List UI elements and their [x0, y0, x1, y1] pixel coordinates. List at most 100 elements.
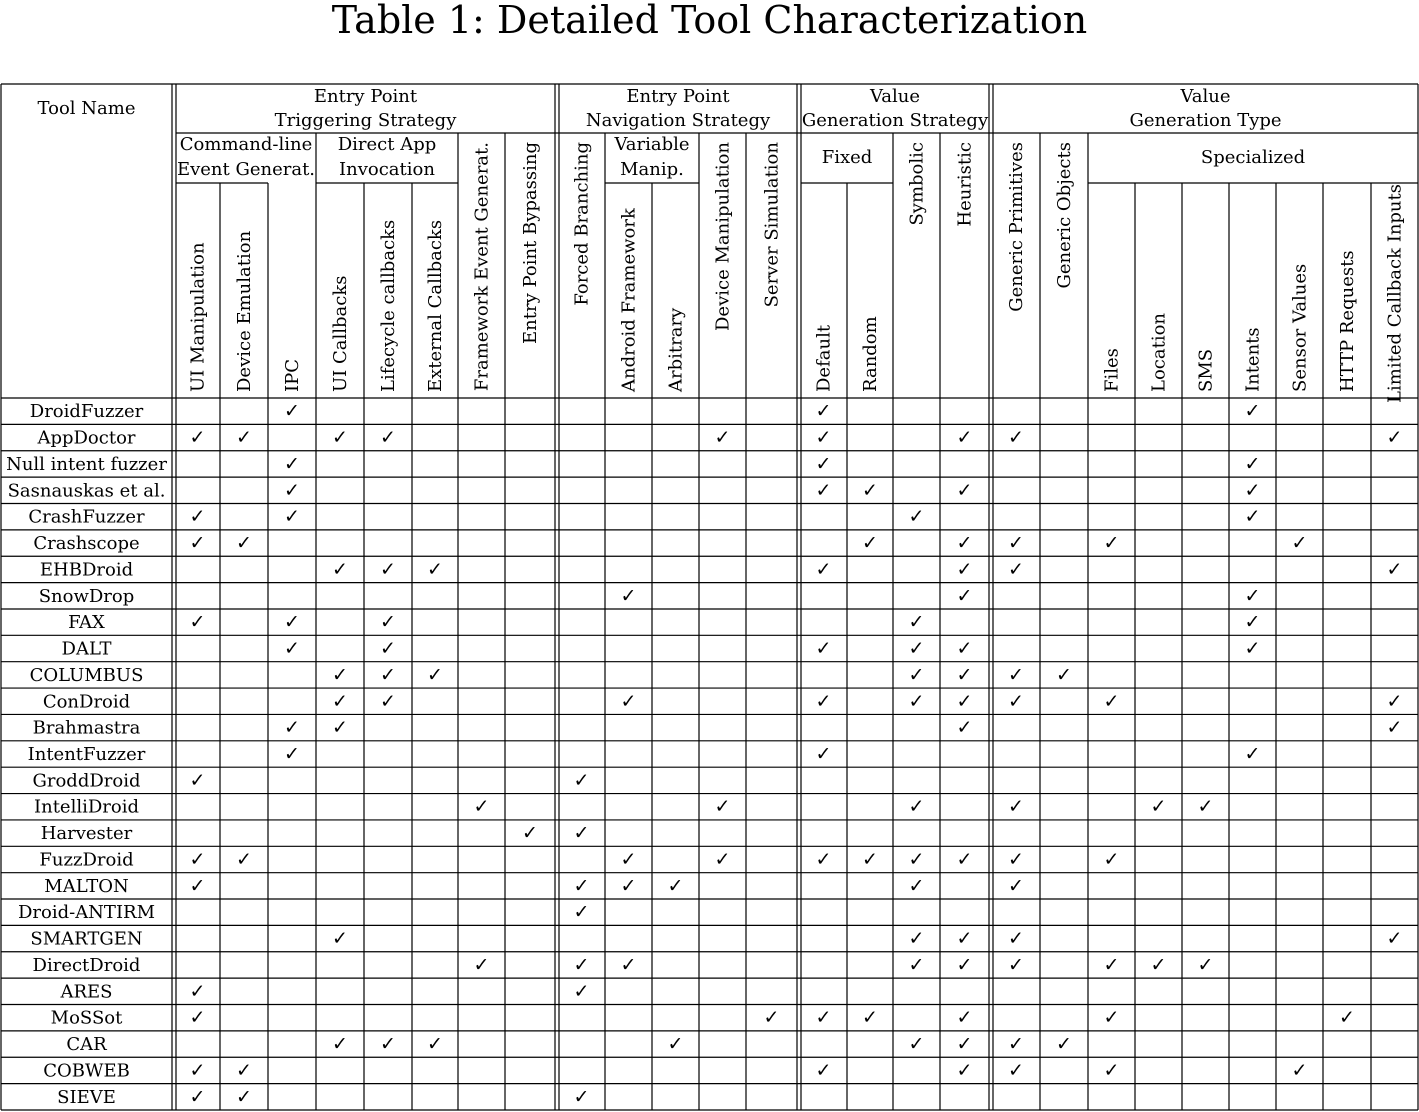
checkmark: ✓ — [621, 848, 637, 870]
checkmark: ✓ — [1245, 453, 1261, 475]
checkmark: ✓ — [816, 479, 832, 501]
checkmark: ✓ — [574, 875, 590, 897]
tool-name-cell: CAR — [66, 1034, 107, 1055]
checkmark: ✓ — [668, 1033, 684, 1055]
checkmark: ✓ — [236, 1086, 252, 1108]
checkmark: ✓ — [332, 717, 348, 739]
checkmark: ✓ — [816, 453, 832, 475]
checkmark: ✓ — [862, 532, 878, 554]
checkmark: ✓ — [190, 532, 206, 554]
column-header-location: Location — [1149, 313, 1170, 392]
column-header-generic-objects: Generic Objects — [1054, 142, 1075, 289]
checkmark: ✓ — [816, 638, 832, 660]
tool-name-cell: EHBDroid — [40, 559, 133, 580]
column-header-sms: SMS — [1196, 349, 1217, 392]
tool-name-cell: SMARTGEN — [30, 929, 142, 950]
checkmark: ✓ — [909, 690, 925, 712]
tool-name-cell: DirectDroid — [33, 955, 141, 976]
group-header: Entry Point — [626, 86, 730, 107]
tool-name-cell: CrashFuzzer — [28, 507, 145, 528]
subgroup-header: Command-line — [180, 134, 312, 155]
checkmark: ✓ — [474, 796, 490, 818]
checkmark: ✓ — [957, 928, 973, 950]
checkmark: ✓ — [190, 506, 206, 528]
checkmark: ✓ — [574, 1086, 590, 1108]
tool-name-cell: COLUMBUS — [30, 665, 144, 686]
checkmark: ✓ — [816, 427, 832, 449]
checkmark: ✓ — [1008, 664, 1024, 686]
checkmark: ✓ — [190, 1007, 206, 1029]
checkmark: ✓ — [1008, 558, 1024, 580]
column-header-arbitrary: Arbitrary — [666, 307, 687, 393]
checkmark: ✓ — [332, 1033, 348, 1055]
subgroup-header: Manip. — [620, 159, 684, 180]
checkmark: ✓ — [427, 664, 443, 686]
checkmark: ✓ — [332, 664, 348, 686]
checkmark: ✓ — [1245, 743, 1261, 765]
tool-name-cell: ConDroid — [43, 691, 130, 712]
checkmark: ✓ — [284, 400, 300, 422]
checkmark: ✓ — [909, 928, 925, 950]
checkmark: ✓ — [332, 558, 348, 580]
tool-name-cell: Crashscope — [33, 533, 139, 554]
checkmark: ✓ — [909, 506, 925, 528]
checkmark: ✓ — [816, 400, 832, 422]
checkmark: ✓ — [957, 1033, 973, 1055]
checkmark: ✓ — [522, 822, 538, 844]
tool-name-cell: GroddDroid — [32, 770, 140, 791]
checkmark: ✓ — [816, 558, 832, 580]
checkmark: ✓ — [715, 796, 731, 818]
checkmark: ✓ — [764, 1007, 780, 1029]
group-header: Generation Strategy — [802, 110, 989, 131]
checkmark: ✓ — [284, 479, 300, 501]
column-header-http-requests: HTTP Requests — [1337, 250, 1358, 392]
checkmark: ✓ — [236, 427, 252, 449]
column-header-files: Files — [1102, 348, 1123, 392]
checkmark: ✓ — [190, 427, 206, 449]
checkmark: ✓ — [816, 848, 832, 870]
checkmark: ✓ — [1008, 427, 1024, 449]
checkmark: ✓ — [190, 875, 206, 897]
subgroup-header: Fixed — [822, 147, 873, 168]
checkmark: ✓ — [957, 585, 973, 607]
checkmark: ✓ — [1245, 400, 1261, 422]
checkmark: ✓ — [715, 848, 731, 870]
column-header-ui-callbacks: UI Callbacks — [330, 276, 351, 393]
tool-name-cell: MALTON — [44, 876, 128, 897]
checkmark: ✓ — [380, 558, 396, 580]
checkmark: ✓ — [1198, 954, 1214, 976]
column-header-heuristic: Heuristic — [955, 142, 976, 227]
column-header-entry-point-bypassing: Entry Point Bypassing — [520, 142, 541, 344]
checkmark: ✓ — [574, 901, 590, 923]
checkmark: ✓ — [862, 848, 878, 870]
checkmark: ✓ — [1008, 1033, 1024, 1055]
checkmark: ✓ — [236, 532, 252, 554]
checkmark: ✓ — [1104, 690, 1120, 712]
tool-name-cell: Brahmastra — [33, 718, 141, 739]
table-caption: Table 1: Detailed Tool Characterization — [331, 0, 1088, 42]
checkmark: ✓ — [621, 585, 637, 607]
group-header: Entry Point — [314, 86, 418, 107]
checkmark: ✓ — [1008, 928, 1024, 950]
checkmark: ✓ — [284, 506, 300, 528]
checkmark: ✓ — [380, 1033, 396, 1055]
column-header-sensor-values: Sensor Values — [1290, 264, 1311, 392]
checkmark: ✓ — [816, 1059, 832, 1081]
checkmark: ✓ — [1292, 1059, 1308, 1081]
checkmark: ✓ — [190, 769, 206, 791]
column-header-server-simulation: Server Simulation — [762, 142, 783, 308]
checkmark: ✓ — [1151, 796, 1167, 818]
checkmark: ✓ — [957, 848, 973, 870]
checkmark: ✓ — [1387, 717, 1403, 739]
checkmark: ✓ — [909, 664, 925, 686]
column-header-external-callbacks: External Callbacks — [425, 220, 446, 392]
checkmark: ✓ — [427, 1033, 443, 1055]
column-header-generic-primitives: Generic Primitives — [1006, 142, 1027, 312]
checkmark: ✓ — [380, 690, 396, 712]
column-header-symbolic: Symbolic — [907, 142, 928, 226]
column-header-ipc: IPC — [282, 359, 303, 392]
column-header-random: Random — [860, 316, 881, 392]
checkmark: ✓ — [909, 954, 925, 976]
tool-name-cell: Droid-ANTIRM — [18, 902, 155, 923]
